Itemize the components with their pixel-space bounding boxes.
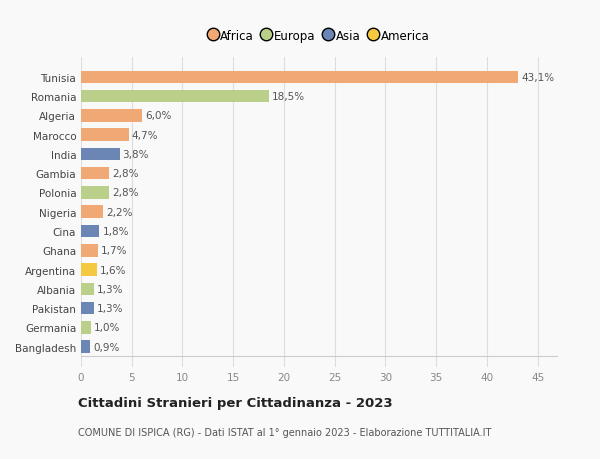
Bar: [81, 72, 518, 84]
Bar: [81, 341, 90, 353]
Text: 18,5%: 18,5%: [272, 92, 305, 102]
Bar: [81, 225, 99, 238]
Text: 1,6%: 1,6%: [100, 265, 127, 275]
Text: 1,0%: 1,0%: [94, 323, 121, 333]
Text: 1,8%: 1,8%: [103, 227, 129, 236]
Bar: [81, 129, 128, 142]
Bar: [81, 264, 97, 276]
Legend: Africa, Europa, Asia, America: Africa, Europa, Asia, America: [208, 28, 431, 45]
Text: 43,1%: 43,1%: [521, 73, 554, 83]
Bar: [81, 302, 94, 315]
Text: 2,8%: 2,8%: [112, 169, 139, 179]
Text: 3,8%: 3,8%: [122, 150, 149, 160]
Text: 1,3%: 1,3%: [97, 284, 124, 294]
Bar: [81, 148, 119, 161]
Bar: [81, 321, 91, 334]
Text: 1,3%: 1,3%: [97, 303, 124, 313]
Text: Cittadini Stranieri per Cittadinanza - 2023: Cittadini Stranieri per Cittadinanza - 2…: [78, 396, 392, 409]
Text: 2,2%: 2,2%: [106, 207, 133, 217]
Text: 1,7%: 1,7%: [101, 246, 128, 256]
Text: 4,7%: 4,7%: [132, 130, 158, 140]
Bar: [81, 91, 269, 103]
Bar: [81, 283, 94, 296]
Bar: [81, 206, 103, 218]
Bar: [81, 168, 109, 180]
Bar: [81, 245, 98, 257]
Text: 2,8%: 2,8%: [112, 188, 139, 198]
Text: COMUNE DI ISPICA (RG) - Dati ISTAT al 1° gennaio 2023 - Elaborazione TUTTITALIA.: COMUNE DI ISPICA (RG) - Dati ISTAT al 1°…: [78, 427, 491, 437]
Bar: [81, 187, 109, 199]
Text: 6,0%: 6,0%: [145, 111, 172, 121]
Bar: [81, 110, 142, 123]
Text: 0,9%: 0,9%: [93, 342, 119, 352]
